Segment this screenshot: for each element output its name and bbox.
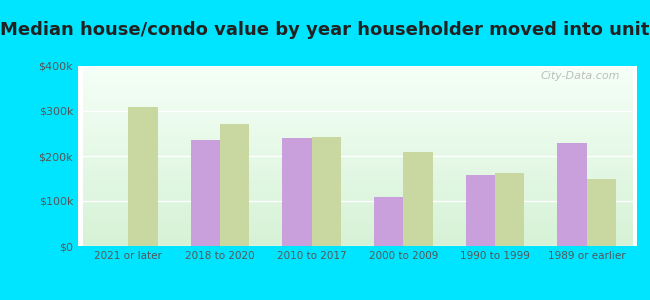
Text: City-Data.com: City-Data.com [541,71,620,81]
Bar [220,124,250,246]
Bar [129,107,158,246]
Bar [586,179,616,246]
Bar [403,152,433,246]
Bar [190,140,220,246]
Bar [557,143,586,246]
Bar [465,175,495,246]
Bar [282,138,312,246]
Bar [495,172,525,246]
Bar [312,136,341,246]
Text: Median house/condo value by year householder moved into unit: Median house/condo value by year househo… [0,21,650,39]
Bar [374,196,403,246]
